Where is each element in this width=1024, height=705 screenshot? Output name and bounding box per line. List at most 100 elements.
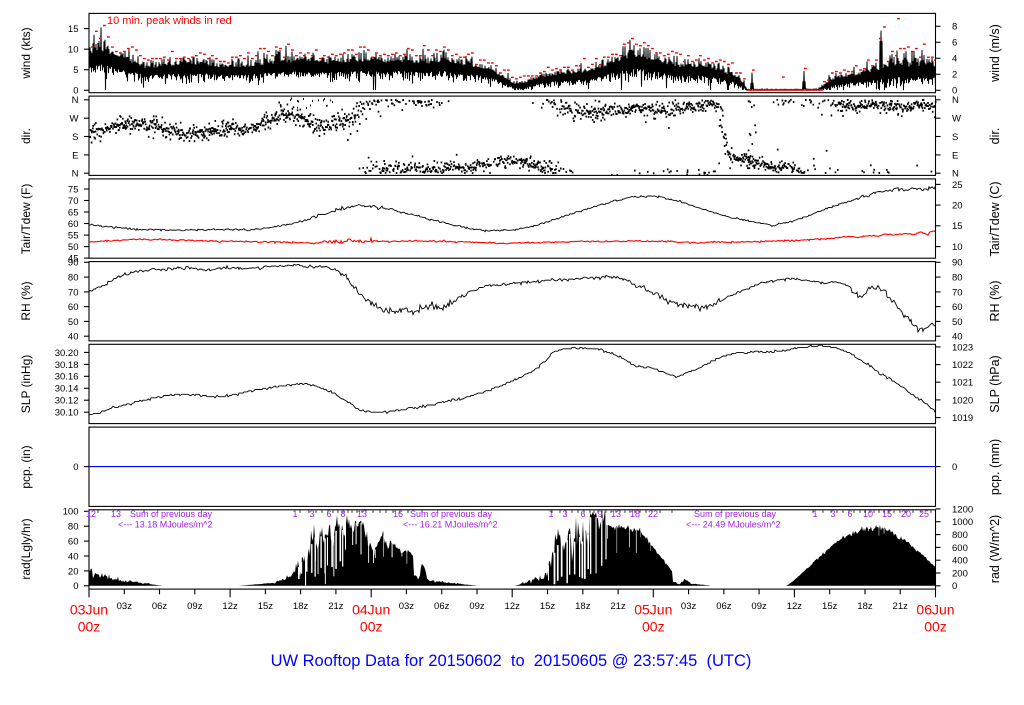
svg-text:30.12: 30.12	[55, 396, 79, 407]
svg-text:Tair/Tdew (F): Tair/Tdew (F)	[19, 184, 33, 255]
svg-text:15: 15	[952, 221, 963, 232]
svg-text:400: 400	[952, 556, 968, 567]
svg-text:10: 10	[68, 45, 79, 56]
svg-text:18z: 18z	[857, 601, 873, 612]
svg-text:00z: 00z	[360, 618, 383, 634]
svg-text:30.18: 30.18	[55, 360, 79, 371]
svg-text:Tair/Tdew (C): Tair/Tdew (C)	[988, 181, 1002, 256]
svg-text:40: 40	[68, 332, 79, 343]
svg-text:1000: 1000	[952, 517, 973, 528]
svg-text:3: 3	[309, 509, 314, 519]
svg-text:15z: 15z	[540, 601, 556, 612]
svg-text:6: 6	[952, 38, 957, 49]
svg-text:pcp. (in): pcp. (in)	[19, 445, 33, 488]
svg-text:65: 65	[68, 207, 79, 218]
svg-text:1200: 1200	[952, 504, 973, 515]
svg-text:8: 8	[340, 509, 345, 519]
svg-text:12z: 12z	[222, 601, 238, 612]
svg-text:E: E	[72, 150, 78, 161]
svg-text:Sum of previous day: Sum of previous day	[694, 509, 777, 519]
svg-text:30.10: 30.10	[55, 408, 79, 419]
svg-text:E: E	[952, 150, 958, 161]
svg-text:09z: 09z	[469, 601, 485, 612]
svg-text:13: 13	[611, 509, 621, 519]
svg-text:18: 18	[630, 509, 640, 519]
svg-text:40: 40	[68, 551, 79, 562]
svg-text:15: 15	[882, 509, 892, 519]
svg-text:wind (kts): wind (kts)	[19, 27, 33, 79]
svg-text:15z: 15z	[258, 601, 274, 612]
svg-text:09z: 09z	[751, 601, 767, 612]
svg-text:9: 9	[597, 509, 602, 519]
svg-text:100: 100	[63, 507, 79, 518]
svg-text:800: 800	[952, 530, 968, 541]
svg-text:25: 25	[952, 180, 963, 191]
svg-text:S: S	[952, 132, 958, 143]
svg-text:30.14: 30.14	[55, 384, 79, 395]
svg-text:50: 50	[68, 242, 79, 253]
svg-text:40: 40	[952, 332, 963, 343]
svg-text:rad(Lgly/hr): rad(Lgly/hr)	[19, 518, 33, 579]
svg-text:600: 600	[952, 543, 968, 554]
svg-text:<--- 16.21 MJoules/m^2: <--- 16.21 MJoules/m^2	[403, 519, 498, 529]
svg-text:UW Rooftop Data for 20150602: UW Rooftop Data for 20150602 to 20150605…	[271, 652, 752, 670]
svg-text:dir.: dir.	[988, 128, 1002, 145]
svg-text:SLP (inHg): SLP (inHg)	[19, 355, 33, 413]
svg-text:70: 70	[68, 287, 79, 298]
svg-text:00z: 00z	[78, 618, 101, 634]
svg-text:21z: 21z	[328, 601, 344, 612]
svg-text:dir.: dir.	[19, 128, 33, 144]
svg-text:16: 16	[393, 509, 403, 519]
svg-text:13: 13	[357, 509, 367, 519]
svg-text:N: N	[72, 169, 79, 180]
svg-text:1023: 1023	[952, 342, 973, 353]
svg-text:N: N	[72, 95, 79, 106]
svg-text:06z: 06z	[716, 601, 732, 612]
svg-text:1020: 1020	[952, 395, 973, 406]
svg-text:06Jun: 06Jun	[916, 601, 954, 617]
svg-text:60: 60	[68, 537, 79, 548]
svg-text:03z: 03z	[681, 601, 697, 612]
svg-text:06z: 06z	[434, 601, 450, 612]
svg-text:20: 20	[901, 509, 911, 519]
svg-text:20: 20	[952, 201, 963, 212]
svg-text:0: 0	[73, 462, 78, 473]
svg-text:60: 60	[68, 219, 79, 230]
svg-text:70: 70	[952, 287, 963, 298]
svg-text:1: 1	[292, 509, 297, 519]
svg-text:30.16: 30.16	[55, 372, 79, 383]
svg-text:RH (%): RH (%)	[19, 281, 33, 320]
svg-text:75: 75	[68, 184, 79, 195]
svg-text:3: 3	[830, 509, 835, 519]
svg-text:12z: 12z	[787, 601, 803, 612]
svg-text:8: 8	[952, 22, 957, 33]
svg-text:15z: 15z	[822, 601, 838, 612]
svg-text:1: 1	[812, 509, 817, 519]
svg-text:6: 6	[847, 509, 852, 519]
svg-text:22: 22	[648, 509, 658, 519]
svg-text:90: 90	[68, 258, 79, 269]
svg-text:6: 6	[580, 509, 585, 519]
svg-text:S: S	[72, 132, 78, 143]
svg-text:18z: 18z	[293, 601, 309, 612]
svg-text:03z: 03z	[117, 601, 133, 612]
svg-text:pcp. (mm): pcp. (mm)	[988, 439, 1002, 495]
svg-text:10 min. peak winds in red: 10 min. peak winds in red	[107, 15, 232, 27]
svg-text:10: 10	[952, 242, 963, 253]
svg-text:05Jun: 05Jun	[634, 601, 672, 617]
svg-text:rad (W/m^2): rad (W/m^2)	[988, 515, 1002, 583]
svg-text:00z: 00z	[924, 618, 947, 634]
svg-text:25: 25	[919, 509, 929, 519]
svg-text:80: 80	[952, 273, 963, 284]
svg-text:21z: 21z	[610, 601, 626, 612]
svg-text:3: 3	[562, 509, 567, 519]
svg-text:18z: 18z	[575, 601, 591, 612]
svg-text:Sum of previous day: Sum of previous day	[410, 509, 493, 519]
svg-text:90: 90	[952, 258, 963, 269]
svg-text:20: 20	[68, 566, 79, 577]
svg-text:0: 0	[952, 462, 957, 473]
svg-text:<--- 24.49 MJoules/m^2: <--- 24.49 MJoules/m^2	[686, 519, 781, 529]
svg-text:N: N	[952, 95, 959, 106]
svg-text:1021: 1021	[952, 378, 973, 389]
svg-text:80: 80	[68, 273, 79, 284]
